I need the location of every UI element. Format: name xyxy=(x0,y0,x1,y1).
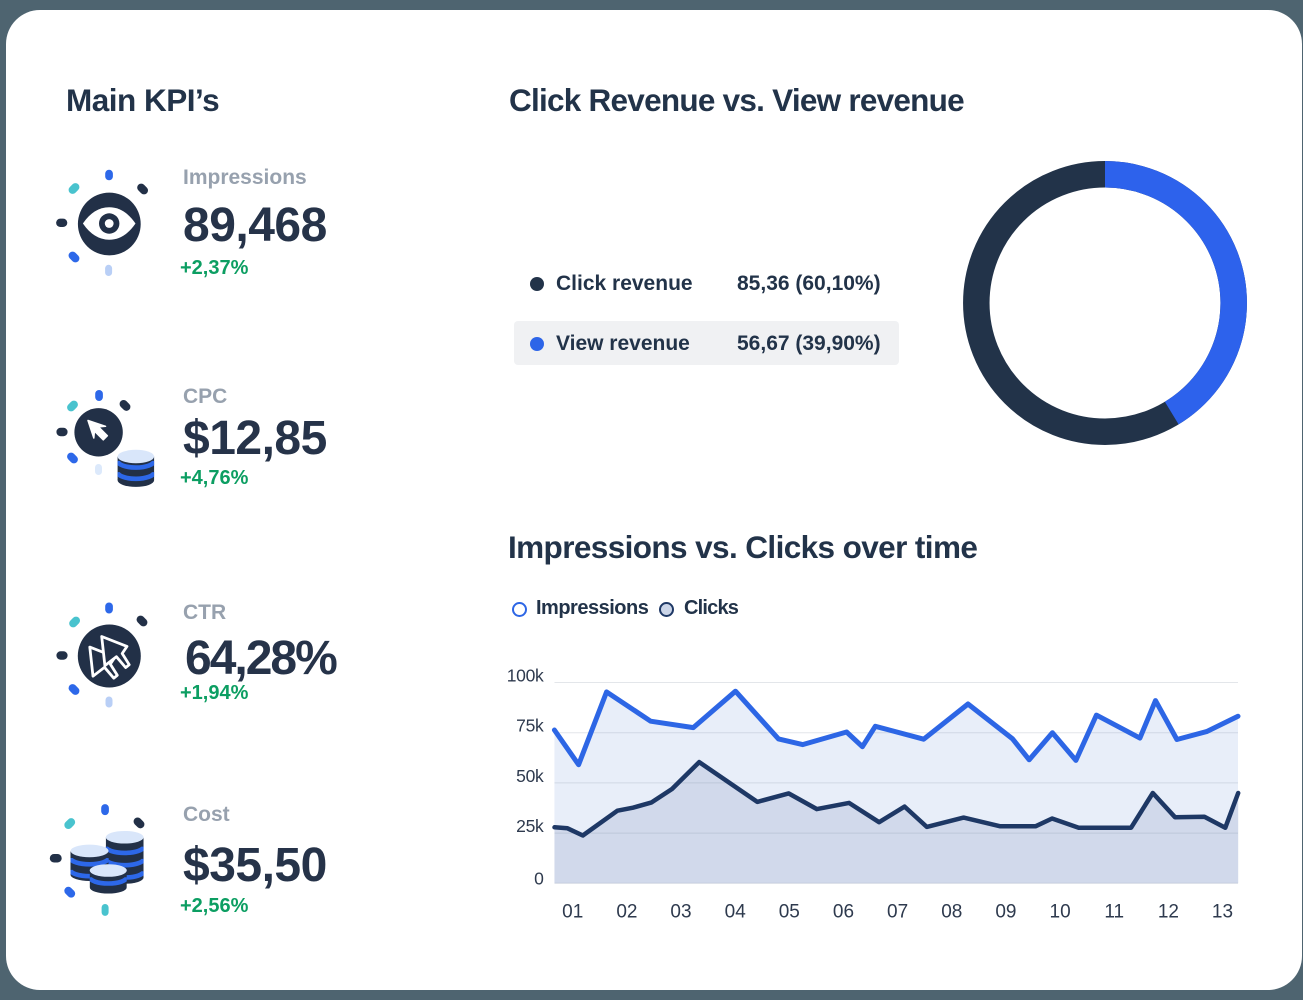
svg-text:13: 13 xyxy=(1212,902,1233,923)
svg-text:09: 09 xyxy=(995,902,1016,923)
svg-text:0: 0 xyxy=(534,869,544,889)
svg-text:75k: 75k xyxy=(516,716,544,736)
svg-text:06: 06 xyxy=(833,902,854,923)
svg-text:04: 04 xyxy=(725,902,747,923)
svg-text:08: 08 xyxy=(941,902,962,923)
svg-text:03: 03 xyxy=(670,902,691,923)
svg-text:01: 01 xyxy=(562,902,583,923)
svg-text:100k: 100k xyxy=(507,666,544,686)
svg-text:07: 07 xyxy=(887,902,908,923)
svg-text:11: 11 xyxy=(1104,902,1124,923)
svg-text:02: 02 xyxy=(616,902,637,923)
svg-text:50k: 50k xyxy=(516,766,544,786)
svg-text:10: 10 xyxy=(1050,902,1071,923)
svg-text:05: 05 xyxy=(779,902,800,923)
svg-text:12: 12 xyxy=(1158,902,1179,923)
svg-text:25k: 25k xyxy=(516,816,544,836)
